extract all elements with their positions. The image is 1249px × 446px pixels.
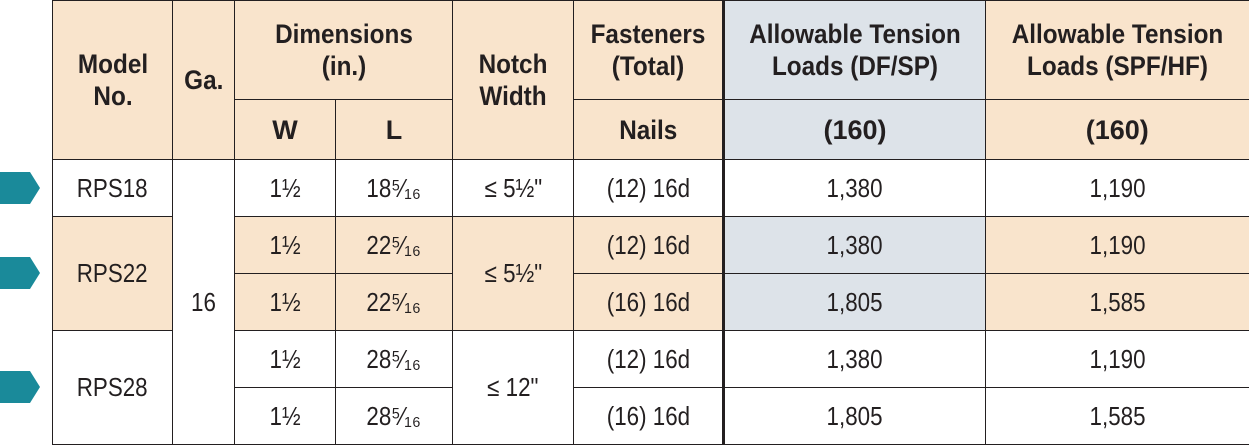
gauge-cell: 16	[172, 159, 235, 445]
spf-load-cell: 1,585	[985, 387, 1249, 445]
width-cell: 1½	[234, 330, 336, 388]
header-tension-spf-hf: Allowable Tension Loads (SPF/HF)	[985, 0, 1249, 100]
table-row: 1½ 22⁵⁄₁₆ (16) 16d 1,805 1,585	[53, 273, 1249, 331]
df-load-cell: 1,805	[722, 273, 986, 331]
header-w: W	[234, 99, 336, 160]
row-marker-icon	[0, 371, 40, 403]
notch-cell: ≤ 12"	[452, 330, 574, 445]
width-cell: 1½	[234, 387, 336, 445]
length-cell: 28⁵⁄₁₆	[335, 330, 453, 388]
nails-cell: (16) 16d	[573, 273, 724, 331]
model-cell: RPS22	[52, 216, 173, 331]
header-spf-load-duration: (160)	[985, 99, 1249, 160]
spf-load-cell: 1,190	[985, 330, 1249, 388]
nails-cell: (12) 16d	[573, 330, 724, 388]
width-cell: 1½	[234, 273, 336, 331]
width-cell: 1½	[234, 216, 336, 274]
header-l: L	[335, 99, 453, 160]
notch-cell: ≤ 5½"	[452, 216, 574, 331]
spf-load-cell: 1,585	[985, 273, 1249, 331]
notch-cell: ≤ 5½"	[452, 159, 574, 217]
spf-load-cell: 1,190	[985, 216, 1249, 274]
header-gauge: Ga.	[172, 0, 235, 160]
header-notch-width: Notch Width	[452, 0, 574, 160]
model-cell: RPS18	[52, 159, 173, 217]
table-row: RPS18 16 1½ 18⁵⁄₁₆ ≤ 5½" (12) 16d 1,380 …	[52, 159, 1249, 445]
nails-cell: (12) 16d	[573, 159, 724, 217]
header-df-load-duration: (160)	[722, 99, 986, 160]
header-fasteners: Fasteners (Total)	[573, 0, 724, 100]
length-cell: 22⁵⁄₁₆	[335, 216, 453, 274]
df-load-cell: 1,805	[722, 387, 986, 445]
header-nails: Nails	[573, 99, 724, 160]
length-cell: 22⁵⁄₁₆	[335, 273, 453, 331]
table-row: 1½ 28⁵⁄₁₆ (16) 16d 1,805 1,585	[53, 387, 1249, 445]
df-load-cell: 1,380	[722, 159, 986, 217]
header-model-no: Model No.	[52, 0, 173, 160]
row-marker-icon	[0, 172, 40, 204]
width-cell: 1½	[234, 159, 336, 217]
table-row: RPS22 1½ 22⁵⁄₁₆ ≤ 5½" (12) 16d 1,380 1,1…	[52, 216, 1249, 331]
header-tension-df-sp: Allowable Tension Loads (DF/SP)	[722, 0, 986, 100]
length-cell: 18⁵⁄₁₆	[335, 159, 453, 217]
nails-cell: (16) 16d	[573, 387, 724, 445]
specification-table: Model No. Ga. Dimensions (in.) Notch Wid…	[52, 0, 1249, 445]
spf-load-cell: 1,190	[985, 159, 1249, 217]
df-load-cell: 1,380	[722, 330, 986, 388]
header-dimensions: Dimensions (in.)	[234, 0, 453, 100]
nails-cell: (12) 16d	[573, 216, 724, 274]
df-load-cell: 1,380	[722, 216, 986, 274]
row-marker-icon	[0, 257, 40, 289]
length-cell: 28⁵⁄₁₆	[335, 387, 453, 445]
model-cell: RPS28	[52, 330, 173, 445]
